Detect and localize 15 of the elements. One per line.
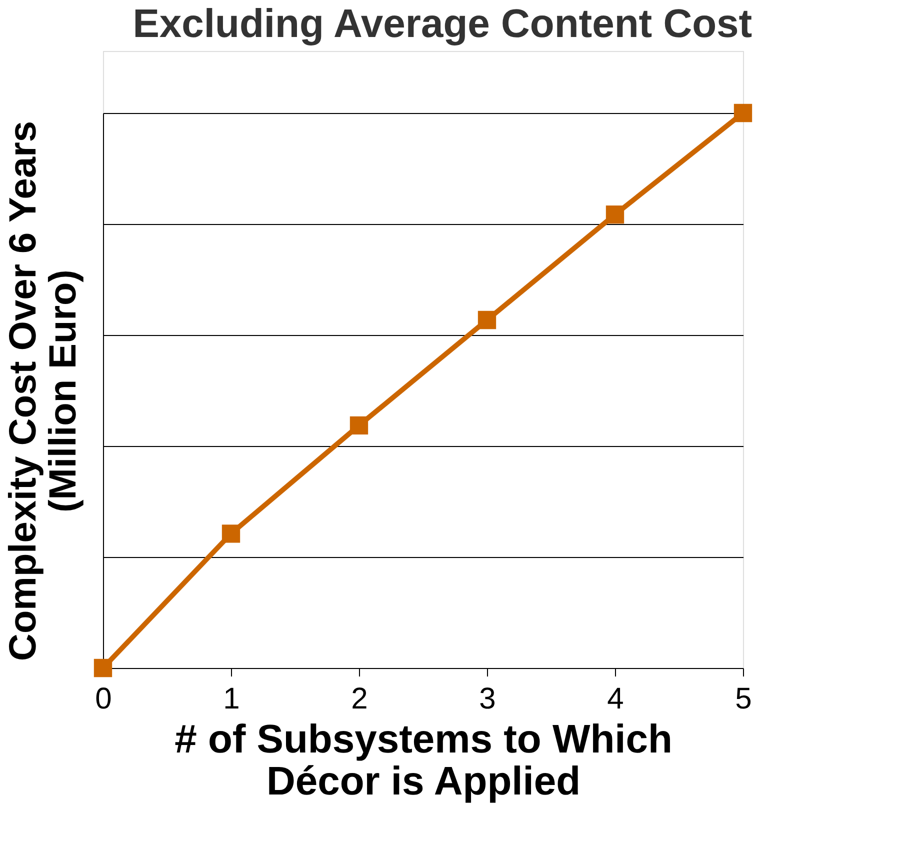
x-tick-label: 4 [607,682,624,716]
point [350,416,368,435]
point [94,658,112,678]
x-tick-label: 5 [735,682,752,716]
y-axis-title: Complexity Cost Over 6 Years (Million Euro) [2,121,84,661]
chart-title: Excluding Average Content Cost [132,2,752,46]
point [606,205,624,224]
point [478,310,496,330]
x-tick-label: 0 [95,682,112,716]
x-tick-label: 1 [223,682,240,716]
point [222,524,240,543]
x-tick-label: 2 [351,682,368,716]
x-tick-label: 3 [479,682,496,716]
point [734,104,752,122]
x-axis-title: # of Subsystems to Which Décor is Applied [174,718,672,804]
